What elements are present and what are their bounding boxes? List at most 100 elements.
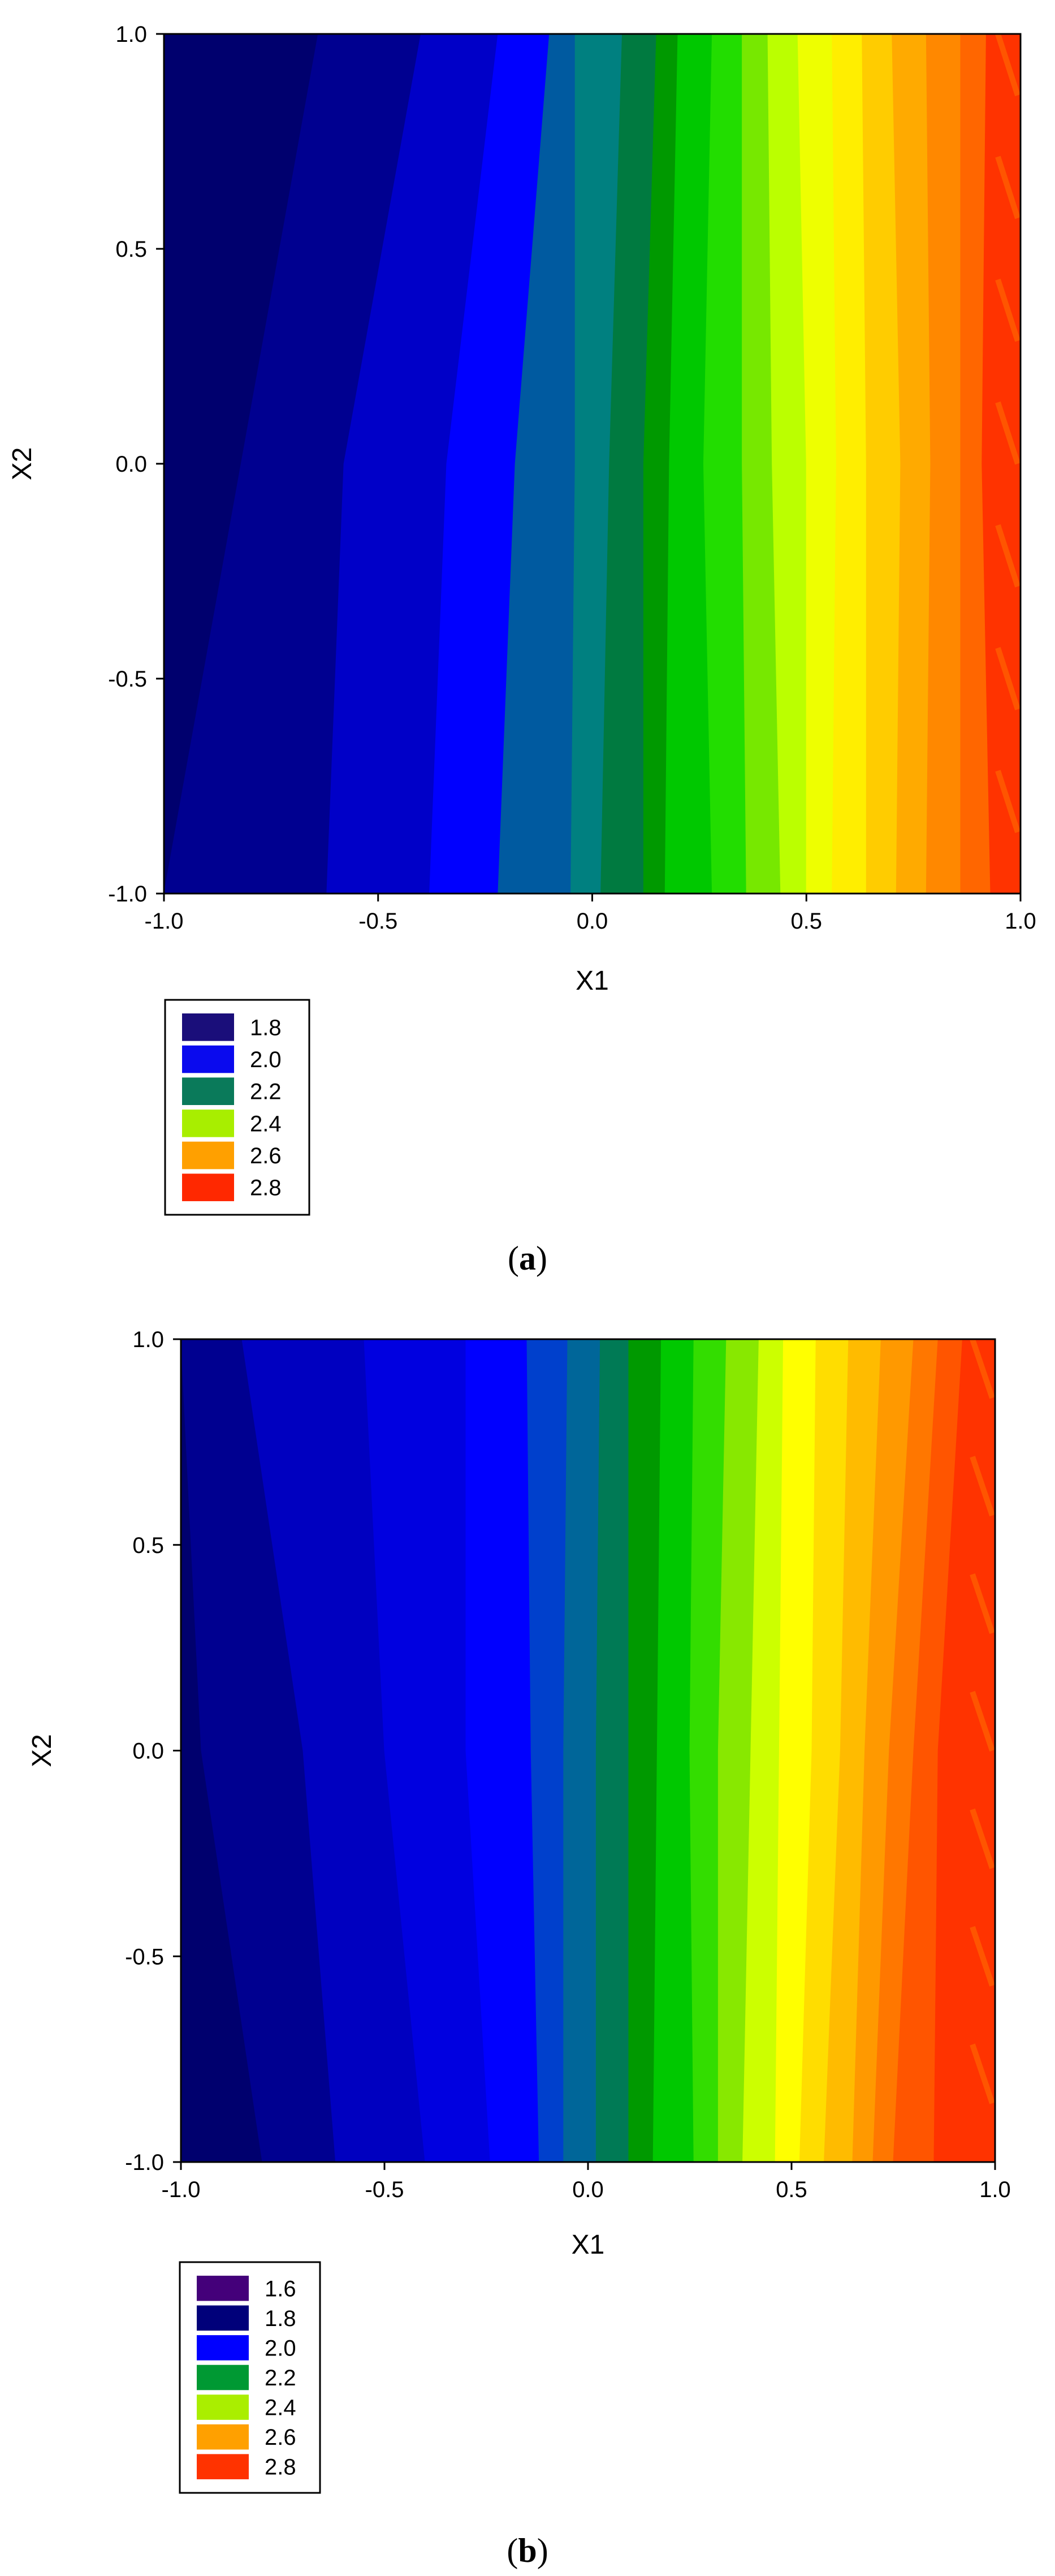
a-edge-contour-line: [995, 770, 1021, 833]
b-contour-band: [465, 1339, 540, 2162]
panel-a-x-axis-title: X1: [576, 966, 609, 996]
a-contour-band: [742, 34, 781, 894]
a-legend-label: 2.6: [250, 1144, 282, 1168]
panel-b-y-axis-title: X2: [27, 1734, 57, 1767]
b-contour-band: [717, 1339, 759, 2162]
b-contour-band: [364, 1339, 491, 2162]
a-y-tick-label: 0.0: [115, 452, 147, 477]
panel-a-contour-plot: [164, 34, 1021, 894]
b-contour-band: [872, 1339, 939, 2162]
a-contour-band: [982, 34, 1021, 894]
a-contour-band: [570, 34, 623, 894]
a-legend-label: 2.4: [250, 1111, 282, 1136]
b-y-tick-label: 0.5: [132, 1533, 164, 1558]
a-x-tick-label: 0.5: [790, 909, 822, 934]
b-y-tick-label: 0.0: [132, 1739, 164, 1764]
a-legend-swatch: [182, 1013, 234, 1041]
b-contour-band: [563, 1339, 601, 2162]
a-edge-contour-line: [995, 401, 1021, 465]
b-contour-band: [689, 1339, 727, 2162]
a-x-tick-label: 0.0: [577, 909, 608, 934]
a-y-tick-label: 0.5: [115, 237, 147, 262]
a-contour-band: [164, 34, 422, 894]
a-y-tick-label: -0.5: [108, 667, 147, 692]
a-contour-band: [703, 34, 747, 894]
a-legend-swatch: [182, 1173, 234, 1201]
b-edge-contour-line: [970, 1456, 995, 1517]
a-contour-band: [429, 34, 550, 894]
a-legend-label: 2.8: [250, 1176, 282, 1201]
b-contour-band: [181, 1339, 336, 2162]
b-contour-band: [241, 1339, 426, 2162]
a-y-tick-label: 1.0: [115, 22, 147, 47]
b-edge-contour-line: [970, 1690, 995, 1752]
b-y-tick-label: 1.0: [132, 1327, 164, 1352]
a-edge-contour-line: [995, 156, 1021, 219]
a-contour-band: [498, 34, 576, 894]
a-x-tick-label: -1.0: [145, 909, 184, 934]
b-contour-band: [799, 1339, 849, 2162]
panel-b-contour-plot: [181, 1339, 995, 2162]
b-legend-swatch: [197, 2335, 249, 2361]
b-edge-contour-line: [970, 1808, 995, 1869]
b-edge-contour-line: [970, 1339, 995, 1399]
panel-b-x-ticks: -1.0 -0.5 0.0 0.5 1.0: [162, 2162, 1011, 2202]
b-x-tick-label: 1.0: [979, 2177, 1011, 2202]
panel-a-legend: 1.8 2.0 2.2 2.4 2.6 2.8: [164, 999, 310, 1216]
a-y-tick-label: -1.0: [108, 882, 147, 907]
panel-b-y-ticks: -1.0 -0.5 0.0 0.5 1.0: [125, 1327, 181, 2175]
panel-a-y-axis-title: X2: [7, 447, 37, 481]
panel-b-caption-label: (b): [507, 2532, 548, 2569]
a-edge-contour-lines: [995, 34, 1021, 833]
b-x-tick-label: 0.0: [572, 2177, 604, 2202]
a-x-tick-label: -0.5: [358, 909, 397, 934]
a-contour-band: [326, 34, 499, 894]
a-contour-band: [797, 34, 837, 894]
a-contour-band: [643, 34, 678, 894]
a-contour-band: [832, 34, 867, 894]
b-legend-swatch: [197, 2364, 249, 2391]
a-legend-swatch: [182, 1077, 234, 1105]
a-legend-label: 2.0: [250, 1047, 282, 1072]
b-contour-band: [628, 1339, 662, 2162]
panel-b-legend: 1.6 1.8 2.0 2.2 2.4 2.6 2.8: [179, 2261, 321, 2494]
b-legend-swatch: [197, 2276, 249, 2301]
a-legend-label: 2.2: [250, 1080, 282, 1104]
a-legend-label: 1.8: [250, 1015, 282, 1040]
b-y-tick-label: -1.0: [125, 2150, 164, 2175]
b-contour-band: [824, 1339, 881, 2162]
b-legend-label: 1.8: [265, 2306, 296, 2331]
a-edge-contour-line: [995, 34, 1021, 97]
panel-a-caption-label: (a): [508, 1240, 547, 1277]
b-contour-band: [742, 1339, 784, 2162]
b-legend-label: 2.4: [265, 2396, 296, 2420]
b-contour-band: [526, 1339, 568, 2162]
panel-b-x-axis-title: X1: [572, 2230, 605, 2260]
b-legend-swatch: [197, 2305, 249, 2331]
b-x-tick-label: -0.5: [365, 2177, 404, 2202]
b-contour-band: [595, 1339, 629, 2162]
a-edge-contour-line: [995, 278, 1021, 342]
a-contour-band: [926, 34, 961, 894]
b-legend-label: 2.0: [265, 2336, 296, 2361]
a-contour-bands: [164, 34, 1021, 894]
b-x-tick-label: -1.0: [162, 2177, 201, 2202]
b-edge-contour-lines: [970, 1339, 995, 2104]
a-contour-band: [600, 34, 657, 894]
b-legend-label: 2.6: [265, 2425, 296, 2450]
b-legend-swatch: [197, 2454, 249, 2479]
a-x-tick-label: 1.0: [1005, 909, 1036, 934]
panel-a: -1.0 -0.5 0.0 0.5 1.0 -1.0 -0.5 0.0 0.5 1.0 X1 X…: [7, 22, 1036, 1277]
b-edge-contour-line: [970, 1573, 995, 1634]
a-contour-band: [767, 34, 807, 894]
a-legend-swatch: [182, 1141, 234, 1170]
b-x-tick-label: 0.5: [776, 2177, 807, 2202]
panel-a-x-ticks: -1.0 -0.5 0.0 0.5 1.0: [145, 894, 1036, 934]
a-contour-band: [960, 34, 991, 894]
a-edge-contour-line: [995, 647, 1021, 710]
a-contour-band: [892, 34, 931, 894]
b-contour-band: [852, 1339, 914, 2162]
b-legend-label: 2.2: [265, 2366, 296, 2391]
b-contour-band: [893, 1339, 963, 2162]
b-edge-contour-line: [970, 1926, 995, 1987]
